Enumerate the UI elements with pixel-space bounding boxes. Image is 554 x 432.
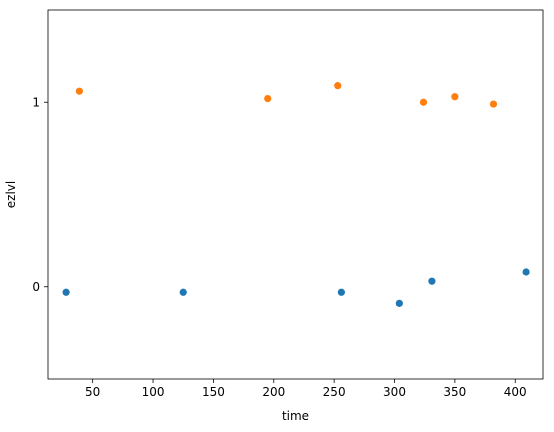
y-axis-ticks: 01 <box>32 95 48 294</box>
data-point-series-1 <box>522 268 530 276</box>
data-point-series-1 <box>428 277 436 285</box>
data-point-series-2 <box>419 98 428 106</box>
x-tick-label: 50 <box>85 385 100 399</box>
x-tick-label: 250 <box>323 385 346 399</box>
data-point-series-1 <box>395 299 403 307</box>
y-tick-label: 1 <box>32 95 40 109</box>
data-point-series-2 <box>75 87 83 95</box>
data-points <box>62 82 530 307</box>
data-point-series-2 <box>451 93 459 101</box>
x-axis-label: time <box>282 409 309 423</box>
plot-area <box>48 10 543 379</box>
plot-frame <box>47 9 544 380</box>
x-tick-label: 200 <box>262 385 285 399</box>
x-tick-label: 400 <box>504 385 527 399</box>
y-tick-label: 0 <box>32 280 40 294</box>
data-point-series-2 <box>489 100 498 108</box>
x-tick-label: 100 <box>142 385 165 399</box>
x-tick-label: 150 <box>202 385 225 399</box>
data-point-series-1 <box>337 288 345 296</box>
x-tick-label: 350 <box>443 385 466 399</box>
data-point-series-2 <box>334 82 342 90</box>
x-axis-ticks: 50 100 150 200 250 300 350 400 <box>85 379 527 399</box>
data-point-series-1 <box>62 288 70 296</box>
data-point-series-1 <box>179 288 187 296</box>
y-axis-label: ezlvl <box>4 181 18 208</box>
x-tick-label: 300 <box>383 385 406 399</box>
data-point-series-2 <box>264 94 272 103</box>
